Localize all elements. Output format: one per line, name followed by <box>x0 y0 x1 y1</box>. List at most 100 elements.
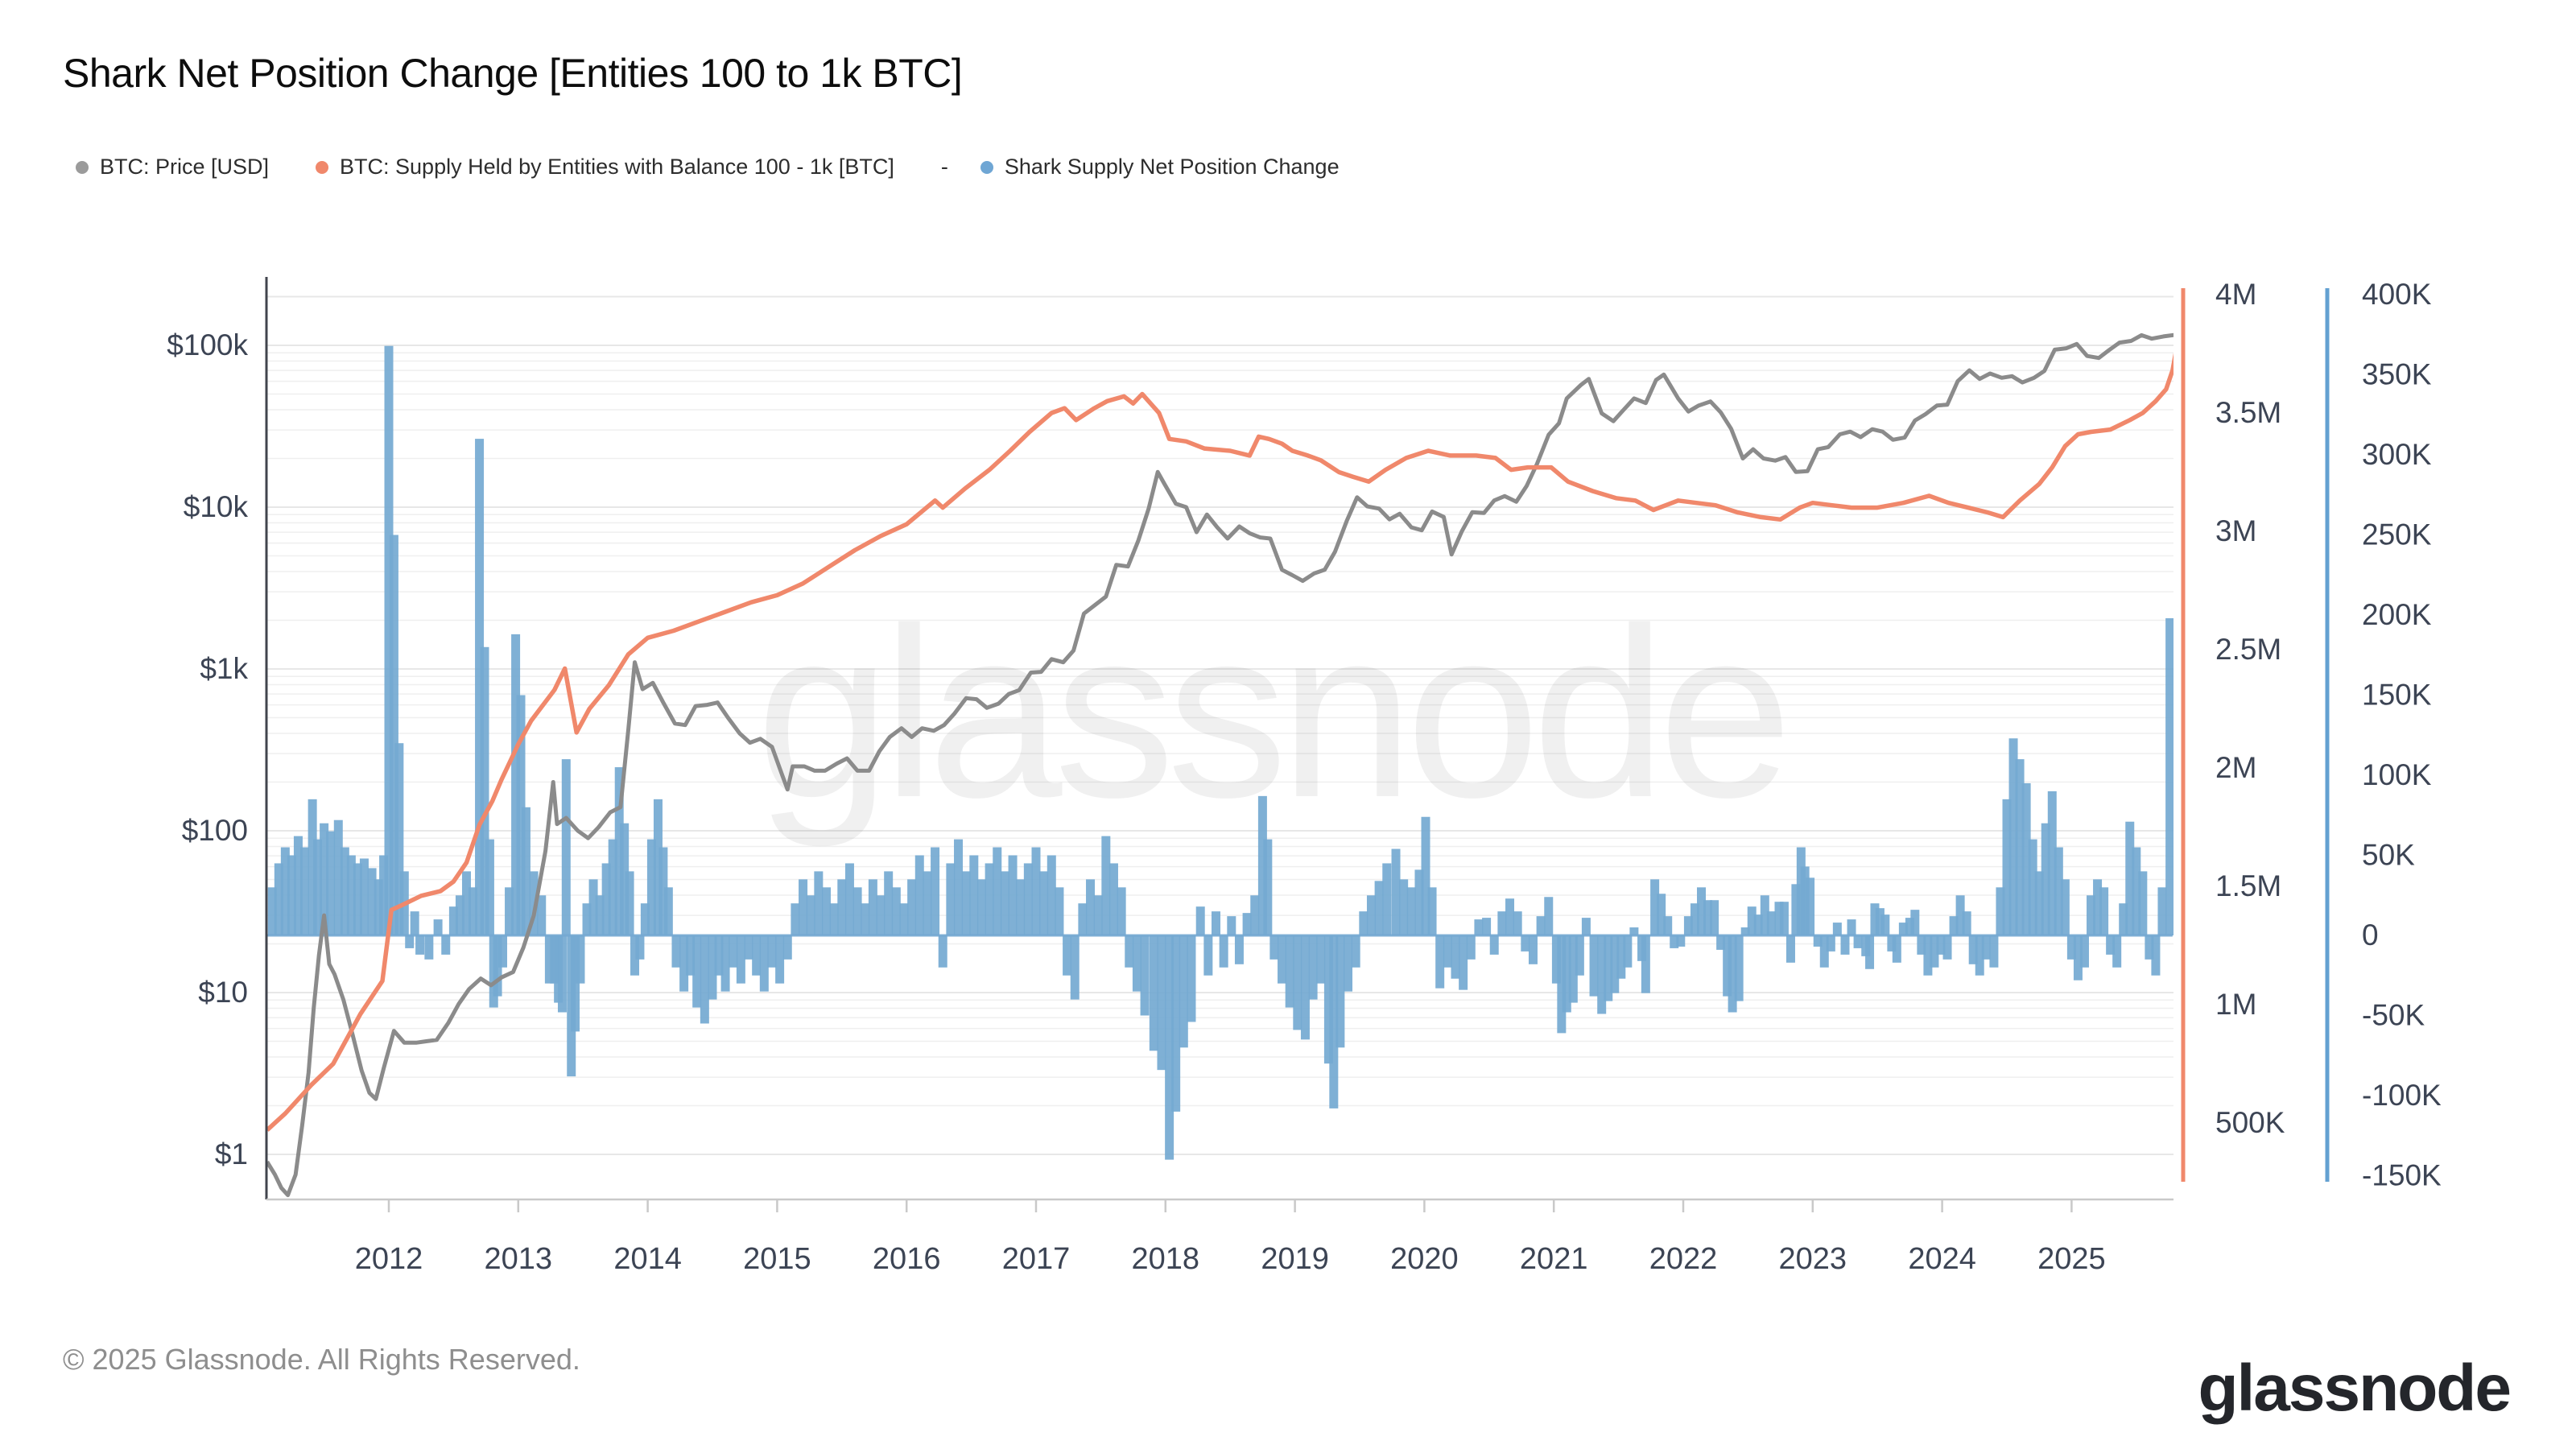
net-position-bar <box>367 868 377 935</box>
net-position-bar <box>1140 935 1150 1016</box>
net-position-bar <box>505 887 514 935</box>
price-axis-tick-label: $1 <box>215 1137 248 1170</box>
net-position-bar <box>1374 881 1384 935</box>
net-position-bar <box>1747 906 1757 935</box>
net-position-bar <box>1497 911 1507 935</box>
x-axis-tick-label: 2025 <box>2037 1242 2106 1276</box>
net-position-bar <box>516 695 526 935</box>
net-position-bar <box>1968 935 1978 964</box>
net-position-bar <box>1435 935 1445 989</box>
net-position-bar <box>455 895 464 935</box>
net-position-bar <box>1800 866 1810 935</box>
net-position-bar <box>1923 935 1933 976</box>
net-position-bar <box>620 823 630 935</box>
net-position-bar <box>1875 908 1885 935</box>
net-position-bar <box>1683 916 1693 935</box>
net-position-bar <box>1382 863 1392 935</box>
net-position-bar <box>415 935 425 955</box>
net-position-bar <box>1981 935 1991 960</box>
net-position-bar <box>2073 935 2083 980</box>
net-position-bar <box>1187 935 1196 1022</box>
net-position-bar <box>521 807 530 935</box>
net-position-bar <box>782 935 792 960</box>
net-position-bar <box>653 799 663 935</box>
net-position-bar <box>424 935 434 960</box>
net-axis-tick-label: 250K <box>2362 518 2432 551</box>
net-position-bars <box>267 345 2174 1160</box>
net-position-bar <box>1406 887 1416 935</box>
net-position-bar <box>1557 935 1567 1034</box>
net-position-bar <box>267 887 277 935</box>
net-position-bar <box>2002 799 2012 935</box>
net-position-bar <box>1323 935 1333 1064</box>
net-position-bar <box>320 823 329 935</box>
net-position-bar <box>441 935 451 955</box>
supply-axis-tick-label: 2.5M <box>2215 633 2281 666</box>
legend-item-net-position[interactable]: Shark Supply Net Position Change <box>980 155 1340 180</box>
net-position-bar <box>1269 935 1279 960</box>
net-position-bar <box>1195 906 1205 935</box>
net-position-bar <box>1016 879 1026 935</box>
net-position-bar <box>1703 900 1713 935</box>
net-position-bar <box>1466 935 1476 960</box>
x-axis-tick-label: 2015 <box>743 1242 811 1276</box>
net-position-bar <box>333 819 343 935</box>
net-position-bar <box>1623 935 1633 968</box>
legend-item-supply[interactable]: BTC: Supply Held by Entities with Balanc… <box>316 155 894 180</box>
net-axis-tick-label: 150K <box>2362 679 2432 712</box>
net-position-bar <box>2165 617 2174 935</box>
net-position-bar <box>1806 877 1815 935</box>
net-position-bar <box>1597 935 1607 1014</box>
net-position-bar <box>1149 935 1158 1051</box>
net-position-bar <box>480 646 489 935</box>
net-position-bar <box>814 871 824 935</box>
net-position-bar <box>1697 887 1707 935</box>
net-position-bar <box>1791 884 1801 935</box>
net-position-bar <box>1813 935 1823 947</box>
price-axis-tick-label: $1k <box>200 652 248 685</box>
net-position-bar <box>1451 935 1460 979</box>
net-position-bar <box>837 879 847 935</box>
net-position-bar <box>1723 935 1732 997</box>
net-position-bar <box>961 871 971 935</box>
page-title: Shark Net Position Change [Entities 100 … <box>63 51 963 96</box>
net-position-bar <box>1870 903 1880 935</box>
net-position-bar <box>1505 898 1515 935</box>
net-position-bar <box>1335 935 1345 1048</box>
net-position-bar <box>692 935 702 1008</box>
net-position-bar <box>1819 935 1829 968</box>
net-position-bar <box>759 935 769 992</box>
net-position-bar <box>729 935 738 968</box>
legend-item-label: BTC: Supply Held by Entities with Balanc… <box>340 155 894 179</box>
net-position-bar <box>544 935 554 984</box>
net-position-bar <box>1774 902 1784 935</box>
net-axis-tick-label: 350K <box>2362 358 2432 391</box>
net-position-bar <box>861 903 870 935</box>
net-position-bar <box>1086 879 1096 935</box>
net-position-bar <box>1474 919 1484 935</box>
net-position-bar <box>1039 871 1049 935</box>
price-axis-tick-label: $10 <box>198 976 248 1009</box>
net-position-bar <box>1589 935 1599 997</box>
net-position-bar <box>1300 935 1310 1040</box>
net-position-bar <box>1171 935 1181 1112</box>
net-position-bar <box>714 935 724 976</box>
net-position-bar <box>799 879 808 935</box>
net-position-bar <box>2087 895 2096 935</box>
net-position-bar <box>2157 887 2167 935</box>
net-position-bar <box>280 847 290 935</box>
net-axis-tick-label: -50K <box>2362 999 2425 1032</box>
net-position-bar <box>1785 935 1795 963</box>
net-position-bar <box>1536 916 1546 935</box>
net-position-bar <box>1629 927 1639 935</box>
net-position-bar <box>2119 903 2128 935</box>
net-position-bar <box>2060 879 2070 935</box>
legend-item-price[interactable]: BTC: Price [USD] <box>76 155 269 180</box>
net-position-bar <box>1716 935 1726 950</box>
net-position-bar <box>752 935 762 976</box>
net-position-bar <box>767 935 777 968</box>
net-position-bar <box>1610 935 1620 993</box>
net-position-bar <box>891 887 901 935</box>
net-position-bar <box>1000 871 1009 935</box>
